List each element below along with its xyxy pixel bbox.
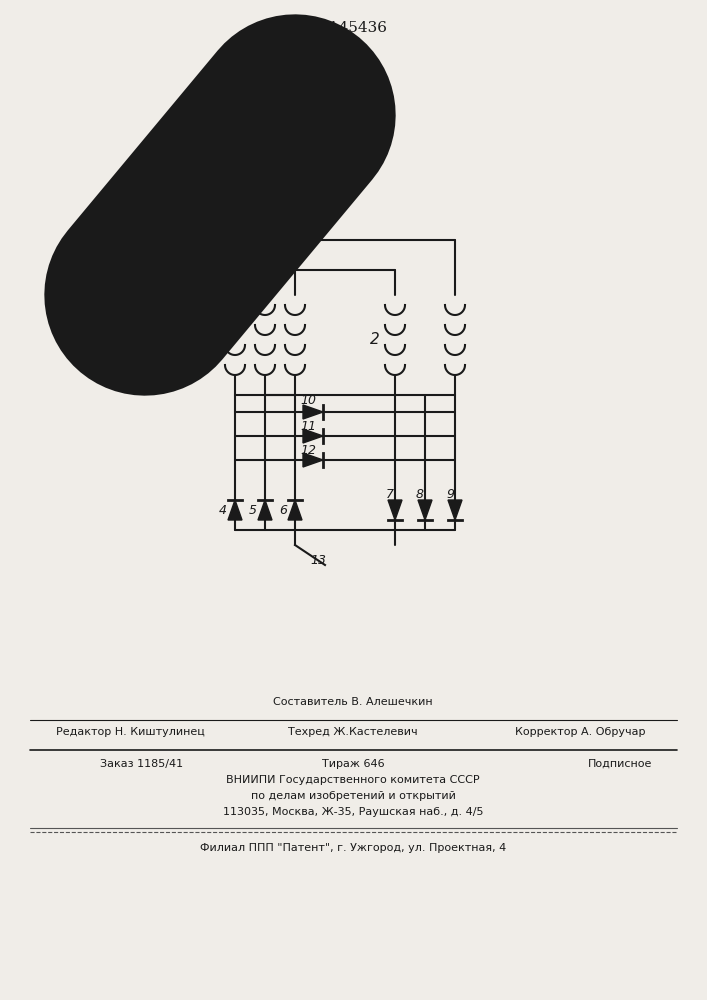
Polygon shape (303, 429, 323, 443)
Text: 113035, Москва, Ж-35, Раушская наб., д. 4/5: 113035, Москва, Ж-35, Раушская наб., д. … (223, 807, 484, 817)
Polygon shape (303, 453, 323, 467)
Text: Тираж 646: Тираж 646 (322, 759, 385, 769)
Text: 1: 1 (200, 332, 210, 348)
Text: Техред Ж.Кастелевич: Техред Ж.Кастелевич (288, 727, 418, 737)
Polygon shape (388, 500, 402, 520)
Text: 6: 6 (279, 504, 287, 516)
Text: 13: 13 (310, 554, 326, 566)
Text: Заказ 1185/41: Заказ 1185/41 (100, 759, 183, 769)
Polygon shape (448, 500, 462, 520)
Text: 2: 2 (370, 332, 380, 348)
Polygon shape (288, 500, 302, 520)
Text: 4: 4 (219, 504, 227, 516)
Text: ВНИИПИ Государственного комитета СССР: ВНИИПИ Государственного комитета СССР (226, 775, 480, 785)
Text: B: B (260, 103, 270, 117)
Text: 5: 5 (249, 504, 257, 516)
Text: по делам изобретений и открытий: по делам изобретений и открытий (250, 791, 455, 801)
Text: Составитель В. Алешечкин: Составитель В. Алешечкин (273, 697, 433, 707)
Text: Филиал ППП "Патент", г. Ужгород, ул. Проектная, 4: Филиал ППП "Патент", г. Ужгород, ул. Про… (200, 843, 506, 853)
Text: 9: 9 (446, 488, 454, 502)
Polygon shape (228, 500, 242, 520)
Text: 1145436: 1145436 (319, 21, 387, 35)
Text: A: A (230, 103, 240, 117)
Text: Корректор А. Обручар: Корректор А. Обручар (515, 727, 645, 737)
Polygon shape (258, 500, 272, 520)
Polygon shape (418, 500, 432, 520)
Text: 7: 7 (386, 488, 394, 502)
Text: 3: 3 (197, 168, 206, 182)
Text: 8: 8 (416, 488, 424, 502)
Polygon shape (303, 405, 323, 419)
Text: Подписное: Подписное (588, 759, 652, 769)
Text: C: C (288, 103, 298, 117)
Text: ~: ~ (246, 71, 269, 99)
Text: 12: 12 (300, 444, 316, 456)
Text: Редактор Н. Киштулинец: Редактор Н. Киштулинец (56, 727, 204, 737)
Text: 10: 10 (300, 393, 316, 406)
Text: 11: 11 (300, 420, 316, 432)
